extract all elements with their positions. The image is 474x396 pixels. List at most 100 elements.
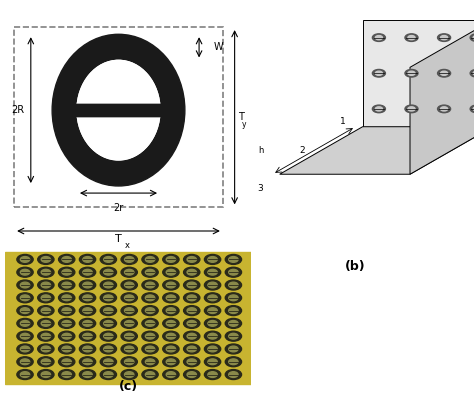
Ellipse shape [166,269,175,275]
Ellipse shape [100,369,117,379]
Ellipse shape [146,320,155,326]
Ellipse shape [208,333,217,339]
Ellipse shape [373,34,385,42]
Ellipse shape [41,257,51,262]
Ellipse shape [183,357,200,367]
Ellipse shape [17,293,33,303]
Ellipse shape [208,295,217,301]
Text: 2r: 2r [113,204,124,213]
Ellipse shape [104,346,113,352]
Ellipse shape [121,318,137,328]
Ellipse shape [38,318,54,328]
Ellipse shape [121,306,137,316]
Ellipse shape [121,293,137,303]
Ellipse shape [38,267,54,277]
Ellipse shape [229,372,238,377]
Ellipse shape [208,320,217,326]
Ellipse shape [77,60,160,160]
Ellipse shape [183,267,200,277]
Ellipse shape [17,369,33,379]
Ellipse shape [83,372,92,377]
Ellipse shape [125,372,134,377]
Ellipse shape [142,331,158,341]
Ellipse shape [166,333,175,339]
Ellipse shape [187,295,196,301]
Ellipse shape [375,107,383,111]
Ellipse shape [20,346,30,352]
Ellipse shape [83,269,92,275]
Ellipse shape [125,346,134,352]
Ellipse shape [146,308,155,314]
Ellipse shape [20,359,30,365]
Ellipse shape [20,372,30,377]
Ellipse shape [208,282,217,288]
Ellipse shape [229,257,238,262]
Ellipse shape [373,69,385,77]
Ellipse shape [59,293,75,303]
Text: y: y [241,120,246,129]
Ellipse shape [125,333,134,339]
Ellipse shape [204,331,221,341]
Ellipse shape [59,344,75,354]
Ellipse shape [183,293,200,303]
Ellipse shape [225,369,242,379]
Ellipse shape [440,107,447,111]
Ellipse shape [104,295,113,301]
Ellipse shape [204,318,221,328]
Ellipse shape [166,257,175,262]
Ellipse shape [405,34,418,42]
Ellipse shape [166,308,175,314]
Ellipse shape [225,280,242,290]
Ellipse shape [52,34,185,186]
Ellipse shape [208,372,217,377]
Ellipse shape [80,331,96,341]
Ellipse shape [62,333,72,339]
Ellipse shape [229,282,238,288]
Ellipse shape [121,331,137,341]
Ellipse shape [163,344,179,354]
Ellipse shape [62,257,72,262]
Ellipse shape [83,359,92,365]
Ellipse shape [38,357,54,367]
Ellipse shape [80,293,96,303]
Ellipse shape [183,369,200,379]
Ellipse shape [100,318,117,328]
Ellipse shape [121,369,137,379]
Ellipse shape [163,331,179,341]
Ellipse shape [41,269,51,275]
Ellipse shape [125,282,134,288]
Ellipse shape [142,344,158,354]
Ellipse shape [20,320,30,326]
Ellipse shape [20,257,30,262]
Ellipse shape [225,357,242,367]
Ellipse shape [375,71,383,75]
Ellipse shape [41,359,51,365]
Ellipse shape [163,293,179,303]
Ellipse shape [163,306,179,316]
Ellipse shape [142,369,158,379]
Text: T: T [238,112,244,122]
Ellipse shape [146,269,155,275]
Ellipse shape [59,318,75,328]
Ellipse shape [83,282,92,288]
Ellipse shape [62,346,72,352]
Ellipse shape [83,320,92,326]
Ellipse shape [104,282,113,288]
Ellipse shape [62,269,72,275]
Ellipse shape [375,36,383,40]
Ellipse shape [166,320,175,326]
Ellipse shape [142,280,158,290]
Ellipse shape [142,318,158,328]
Ellipse shape [163,280,179,290]
Ellipse shape [373,105,385,113]
Bar [5,251,251,384]
Ellipse shape [83,346,92,352]
Ellipse shape [104,320,113,326]
Ellipse shape [125,359,134,365]
Ellipse shape [408,71,415,75]
Ellipse shape [38,280,54,290]
Ellipse shape [80,318,96,328]
Ellipse shape [229,295,238,301]
Ellipse shape [77,60,160,160]
Ellipse shape [100,357,117,367]
